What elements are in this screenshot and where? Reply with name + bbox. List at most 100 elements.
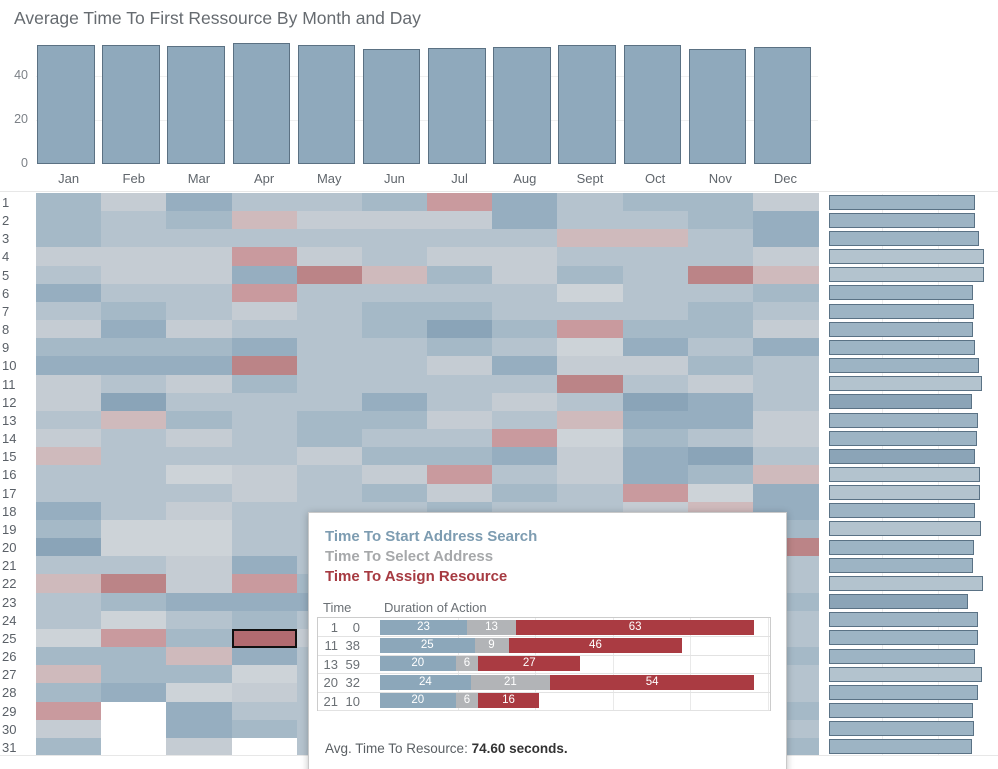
heatmap-cell[interactable] [231,538,298,557]
heatmap-cell[interactable] [231,247,298,267]
heatmap-cell[interactable] [361,338,428,357]
heatmap-cell[interactable] [361,392,428,412]
heatmap-cell[interactable] [36,410,102,430]
heatmap-cell[interactable] [427,283,493,303]
heatmap-cell[interactable] [101,719,167,739]
heatmap-cell[interactable] [622,283,689,303]
heatmap-cell[interactable] [296,338,363,357]
heatmap-cell[interactable] [492,483,558,503]
heatmap-cell[interactable] [166,301,232,321]
heatmap-cell[interactable] [557,283,624,303]
day-bar[interactable] [829,321,973,337]
month-bar[interactable] [102,44,160,164]
heatmap-cell[interactable] [296,265,363,285]
heatmap-cell[interactable] [427,193,493,212]
heatmap-cell[interactable] [557,429,624,448]
heatmap-cell[interactable] [557,392,624,412]
heatmap-cell[interactable] [427,392,493,412]
month-bar[interactable] [37,44,95,164]
heatmap-cell[interactable] [427,429,493,448]
heatmap-cell[interactable] [687,229,754,248]
day-bar[interactable] [829,339,975,355]
heatmap-cell[interactable] [361,429,428,448]
heatmap-cell[interactable] [36,392,102,412]
heatmap-cell[interactable] [622,193,689,212]
heatmap-cell[interactable] [492,429,558,448]
month-bar[interactable] [232,43,290,164]
heatmap-cell[interactable] [36,737,102,757]
heatmap-cell[interactable] [427,229,493,248]
heatmap-cell[interactable] [752,392,819,412]
heatmap-cell[interactable] [752,429,819,448]
heatmap-cell[interactable] [36,647,102,666]
heatmap-cell[interactable] [101,574,167,594]
heatmap-cell[interactable] [427,301,493,321]
heatmap-cell[interactable] [166,665,232,684]
heatmap-cell[interactable] [427,483,493,503]
heatmap-cell[interactable] [296,429,363,448]
heatmap-cell[interactable] [687,283,754,303]
heatmap-cell[interactable] [166,519,232,539]
heatmap-cell[interactable] [296,301,363,321]
heatmap-cell[interactable] [557,338,624,357]
day-bar[interactable] [829,467,981,482]
heatmap-cell[interactable] [752,211,819,230]
heatmap-cell[interactable] [557,483,624,503]
heatmap-cell[interactable] [101,301,167,321]
heatmap-cell[interactable] [36,211,102,230]
day-bar[interactable] [829,648,975,664]
day-bar[interactable] [829,267,985,283]
heatmap-cell[interactable] [36,247,102,267]
heatmap-cell[interactable] [622,356,689,376]
heatmap-cell[interactable] [361,320,428,339]
heatmap-cell[interactable] [427,265,493,285]
heatmap-cell[interactable] [557,193,624,212]
heatmap-cell[interactable] [361,301,428,321]
heatmap-cell[interactable] [36,320,102,339]
heatmap-cell[interactable] [101,628,167,648]
heatmap-cell[interactable] [101,737,167,757]
heatmap-cell[interactable] [687,429,754,448]
heatmap-cell[interactable] [361,211,428,230]
heatmap-cell[interactable] [622,410,689,430]
heatmap-cell[interactable] [166,356,232,376]
heatmap-cell[interactable] [752,447,819,466]
heatmap-cell[interactable] [36,556,102,575]
heatmap-cell[interactable] [231,719,298,739]
month-bar[interactable] [167,46,225,164]
day-bar[interactable] [829,358,979,374]
heatmap-cell[interactable] [231,665,298,684]
heatmap-cell[interactable] [687,483,754,503]
heatmap-cell[interactable] [166,465,232,485]
heatmap-cell[interactable] [101,519,167,539]
heatmap-cell[interactable] [687,410,754,430]
heatmap-cell[interactable] [492,356,558,376]
heatmap-cell[interactable] [622,483,689,503]
heatmap-cell[interactable] [101,701,167,721]
heatmap-cell[interactable] [36,447,102,466]
heatmap-cell[interactable] [231,592,298,612]
heatmap-cell[interactable] [296,356,363,376]
heatmap-cell[interactable] [231,229,298,248]
heatmap-cell[interactable] [622,211,689,230]
heatmap-cell[interactable] [752,320,819,339]
day-bar[interactable] [829,212,975,228]
heatmap-cell[interactable] [231,465,298,485]
heatmap-cell[interactable] [557,265,624,285]
day-bar[interactable] [829,249,985,265]
heatmap-cell[interactable] [361,283,428,303]
heatmap-cell[interactable] [231,556,298,575]
heatmap-cell[interactable] [752,265,819,285]
heatmap-cell[interactable] [687,211,754,230]
heatmap-cell[interactable] [231,683,298,702]
heatmap-cell[interactable] [36,538,102,557]
heatmap-cell[interactable] [557,447,624,466]
heatmap-cell[interactable] [36,193,102,212]
day-bar[interactable] [829,503,975,519]
heatmap-cell[interactable] [166,719,232,739]
heatmap-cell[interactable] [36,429,102,448]
heatmap-cell[interactable] [622,465,689,485]
heatmap-cell[interactable] [687,392,754,412]
heatmap-cell[interactable] [492,338,558,357]
heatmap-cell[interactable] [231,647,298,666]
